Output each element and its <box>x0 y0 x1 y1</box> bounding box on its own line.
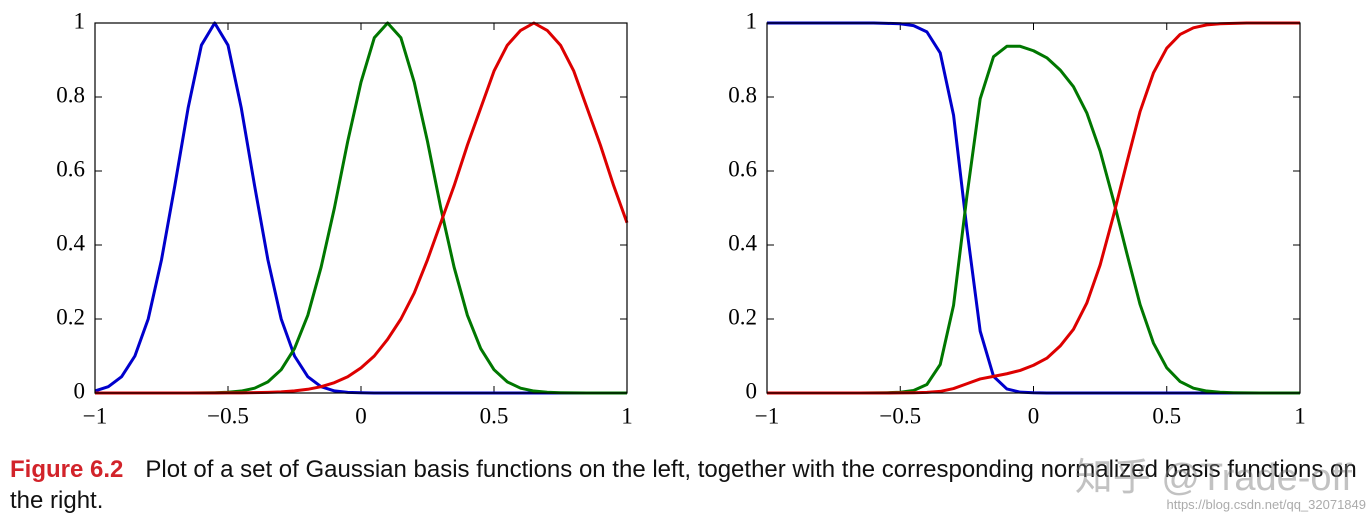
curve <box>95 21 627 395</box>
y-tick-label: 0.6 <box>56 156 85 181</box>
x-tick-label: 0.5 <box>1152 403 1181 428</box>
x-tick-label: −1 <box>755 403 779 428</box>
x-tick-label: 0.5 <box>480 403 509 428</box>
x-tick-label: −0.5 <box>879 403 921 428</box>
y-tick-label: 0.8 <box>728 82 757 107</box>
watermark: 知乎 @Trade-off <box>1074 457 1352 499</box>
plot-frame <box>94 22 628 394</box>
y-tick-label: 0.2 <box>56 304 85 329</box>
y-tick-label: 0 <box>746 378 758 403</box>
x-tick-label: 0 <box>355 403 367 428</box>
figure-label: Figure 6.2 <box>10 456 124 483</box>
x-tick-label: −1 <box>83 403 107 428</box>
watermark-url: https://blog.csdn.net/qq_32071849 <box>1166 497 1367 512</box>
x-tick-label: 1 <box>1294 403 1306 428</box>
x-tick-label: 0 <box>1028 403 1040 428</box>
x-tick-label: 1 <box>621 403 633 428</box>
y-tick-label: 0.6 <box>728 156 757 181</box>
plot-frame <box>766 22 1301 394</box>
caption-text: Plot of a set of Gaussian basis function… <box>10 456 1357 514</box>
curve <box>767 21 1300 395</box>
curve <box>767 21 1300 395</box>
y-tick-label: 0 <box>74 378 86 403</box>
y-tick-label: 1 <box>74 8 86 33</box>
y-tick-label: 0.4 <box>56 230 85 255</box>
caption: Figure 6.2 Plot of a set of Gaussian basi… <box>10 454 1362 516</box>
y-tick-label: 0.4 <box>728 230 757 255</box>
curve <box>767 44 1300 395</box>
y-tick-label: 1 <box>746 8 758 33</box>
y-tick-label: 0.2 <box>728 304 757 329</box>
figure: 0 0.2 0.4 0.6 0.8 1 −1 −0.5 0 0.5 1 0 0.2 0.4 0.6 0.8 1 −… <box>56 8 1306 428</box>
y-tick-label: 0.8 <box>56 82 85 107</box>
x-tick-label: −0.5 <box>207 403 249 428</box>
